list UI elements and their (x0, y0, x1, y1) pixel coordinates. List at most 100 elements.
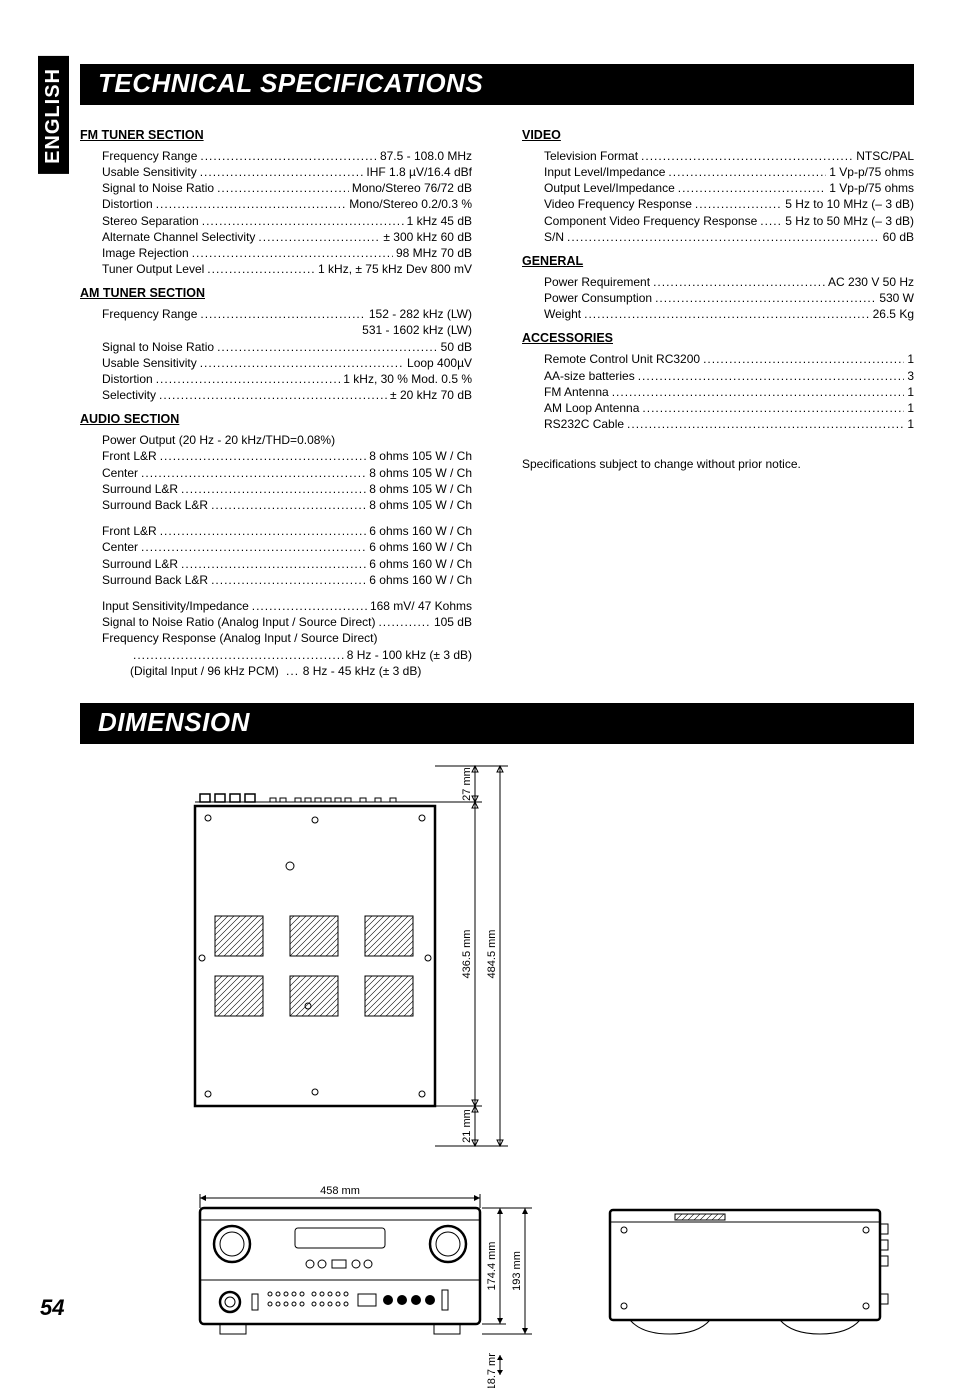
spec-row: Image Rejection 98 MHz 70 dB (102, 245, 472, 261)
spec-label: Input Level/Impedance (544, 164, 665, 180)
spec-label: Signal to Noise Ratio (102, 339, 214, 355)
spec-dots (703, 351, 904, 367)
audio-8ohm-list: Front L&R8 ohms 105 W / ChCenter8 ohms 1… (80, 448, 472, 513)
spec-row: AA-size batteries 3 (544, 368, 914, 384)
spec-label: Usable Sensitivity (102, 164, 197, 180)
spec-row: Front L&R6 ohms 160 W / Ch (102, 523, 472, 539)
spec-row: RS232C Cable 1 (544, 416, 914, 432)
spec-label: Front L&R (102, 523, 157, 539)
spec-row: Frequency Range 152 - 282 kHz (LW) (102, 306, 472, 322)
dim-top-gap: 27 mm (461, 767, 473, 801)
spec-dots (655, 290, 876, 306)
dim-bottom-gap: 21 mm (461, 1109, 473, 1143)
audio-6ohm-list: Front L&R6 ohms 160 W / ChCenter6 ohms 1… (80, 523, 472, 588)
spec-label: Input Sensitivity/Impedance (102, 598, 249, 614)
spec-label: Output Level/Impedance (544, 180, 675, 196)
spec-label: Frequency Range (102, 148, 197, 164)
spec-dots (641, 148, 853, 164)
spec-row: Video Frequency Response5 Hz to 10 MHz (… (544, 196, 914, 212)
spec-row: Television Format NTSC/PAL (544, 148, 914, 164)
spec-row: Signal to Noise Ratio 50 dB (102, 339, 472, 355)
spec-value: 8 ohms 105 W / Ch (369, 497, 472, 513)
am-heading: AM TUNER SECTION (80, 285, 472, 302)
audio-misc-list: Input Sensitivity/Impedance168 mV/ 47 Ko… (80, 598, 472, 630)
spec-label: Surround Back L&R (102, 497, 208, 513)
spec-row: Usable SensitivityLoop 400µV (102, 355, 472, 371)
spec-label: Front L&R (102, 448, 157, 464)
spec-value: 1 (907, 416, 914, 432)
spec-value: 6 ohms 160 W / Ch (369, 539, 472, 555)
spec-label: Image Rejection (102, 245, 189, 261)
spec-label: AA-size batteries (544, 368, 635, 384)
spec-dots: ... (282, 663, 300, 679)
spec-value: 26.5 Kg (873, 306, 914, 322)
video-list: Television Format NTSC/PAL Input Level/Imp… (522, 148, 914, 245)
spec-row: Selectivity± 20 kHz 70 dB (102, 387, 472, 403)
spec-label: Television Format (544, 148, 638, 164)
spec-dots (133, 647, 344, 663)
spec-dots (192, 245, 393, 261)
spec-value: Mono/Stereo 0.2/0.3 % (349, 196, 472, 212)
spec-value: 531 - 1602 kHz (LW) (362, 322, 472, 338)
spec-dots (695, 196, 782, 212)
spec-value: 50 dB (441, 339, 472, 355)
spec-value: 8 ohms 105 W / Ch (369, 448, 472, 464)
spec-value: 1 Vp-p/75 ohms (829, 180, 914, 196)
spec-dots (207, 261, 315, 277)
spec-row: Stereo Separation1 kHz 45 dB (102, 213, 472, 229)
spec-row: Surround L&R6 ohms 160 W / Ch (102, 556, 472, 572)
general-list: Power RequirementAC 230 V 50 HzPower Con… (522, 274, 914, 323)
spec-label: Center (102, 539, 138, 555)
spec-label: Distortion (102, 196, 153, 212)
spec-dots (627, 416, 904, 432)
spec-label: Selectivity (102, 387, 156, 403)
spec-row: Output Level/Impedance 1 Vp-p/75 ohms (544, 180, 914, 196)
spec-label: Signal to Noise Ratio (102, 180, 214, 196)
spec-dots (156, 196, 347, 212)
spec-label: Remote Control Unit RC3200 (544, 351, 700, 367)
spec-row: Power RequirementAC 230 V 50 Hz (544, 274, 914, 290)
am-list: Frequency Range 152 - 282 kHz (LW) 531 -… (80, 306, 472, 403)
spec-row: (Digital Input / 96 kHz PCM) ... 8 Hz - … (102, 663, 472, 679)
spec-value: 8 ohms 105 W / Ch (369, 465, 472, 481)
spec-value: 60 dB (883, 229, 914, 245)
spec-row: Signal to Noise Ratio Mono/Stereo 76/72 d… (102, 180, 472, 196)
spec-value: ± 300 kHz 60 dB (383, 229, 472, 245)
spec-value: 152 - 282 kHz (LW) (369, 306, 472, 322)
spec-value: 5 Hz to 50 MHz (– 3 dB) (785, 213, 914, 229)
spec-dots (252, 598, 367, 614)
spec-row: Power Consumption530 W (544, 290, 914, 306)
spec-label: AM Loop Antenna (544, 400, 639, 416)
spec-value: 6 ohms 160 W / Ch (369, 556, 472, 572)
spec-row: Remote Control Unit RC3200 1 (544, 351, 914, 367)
audio-heading: AUDIO SECTION (80, 411, 472, 428)
spec-dots (181, 556, 366, 572)
spec-dots (642, 400, 904, 416)
spec-label: RS232C Cable (544, 416, 624, 432)
spec-value: NTSC/PAL (856, 148, 914, 164)
spec-value: 3 (907, 368, 914, 384)
spec-value: Mono/Stereo 76/72 dB (352, 180, 472, 196)
spec-value: 1 Vp-p/75 ohms (829, 164, 914, 180)
spec-value: 1 kHz, ± 75 kHz Dev 800 mV (318, 261, 472, 277)
spec-value: 530 W (879, 290, 914, 306)
spec-value: 1 (907, 384, 914, 400)
spec-dots (678, 180, 827, 196)
dim-width: 458 mm (320, 1186, 360, 1197)
spec-value: 8 Hz - 100 kHz (± 3 dB) (347, 647, 472, 663)
spec-value: 1 kHz, 30 % Mod. 0.5 % (343, 371, 472, 387)
spec-dots (160, 523, 367, 539)
spec-dots (200, 148, 377, 164)
spec-value: 98 MHz 70 dB (396, 245, 472, 261)
spec-row: Surround Back L&R 8 ohms 105 W / Ch (102, 497, 472, 513)
audio-fr-intro: Frequency Response (Analog Input / Sourc… (80, 630, 472, 646)
spec-dots (668, 164, 826, 180)
spec-value: 1 (907, 351, 914, 367)
dim-inner-height: 436.5 mm (461, 929, 473, 978)
spec-value: 5 Hz to 10 MHz (– 3 dB) (785, 196, 914, 212)
page-number: 54 (40, 1295, 64, 1321)
spec-row: 8 Hz - 100 kHz (± 3 dB) (102, 647, 472, 663)
spec-dots (584, 306, 869, 322)
spec-dots (200, 355, 404, 371)
spec-row: Usable SensitivityIHF 1.8 µV/16.4 dBf (102, 164, 472, 180)
